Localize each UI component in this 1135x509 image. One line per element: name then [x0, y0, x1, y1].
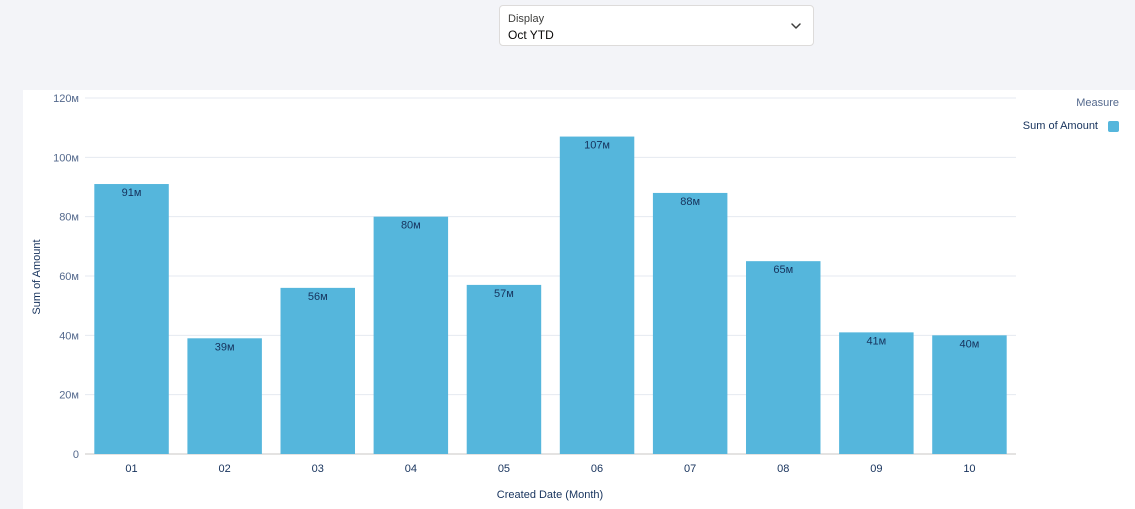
x-tick-label: 02 — [219, 463, 231, 475]
x-tick-label: 01 — [125, 463, 137, 475]
bar-chart: 0 20м 40м 60м 80м 100м 120м 91м 39м 56м 80м 57м 107… — [31, 93, 1016, 501]
bar-value-label: 57м — [494, 288, 514, 300]
bar-value-label: 40м — [960, 338, 980, 350]
bar-value-label: 107м — [584, 140, 610, 152]
bar-10[interactable] — [932, 335, 1007, 454]
bar-value-label: 91м — [122, 187, 142, 199]
bar-03[interactable] — [280, 287, 355, 454]
chart-card: 0 20м 40м 60м 80м 100м 120м 91м 39м 56м 80м 57м 107… — [23, 90, 1135, 509]
display-dropdown[interactable]: Display Oct YTD — [499, 5, 814, 46]
legend-item-label: Sum of Amount — [1022, 120, 1098, 132]
bar-07[interactable] — [652, 192, 728, 454]
bar-02[interactable] — [187, 338, 262, 454]
bar-value-label: 88м — [680, 196, 700, 208]
x-tick-label: 03 — [312, 463, 324, 475]
bar-value-label: 65м — [773, 264, 793, 276]
legend-title: Measure — [1076, 97, 1119, 109]
chevron-down-icon[interactable] — [789, 19, 803, 33]
y-tick-label: 0 — [73, 449, 79, 461]
bar-04[interactable] — [373, 216, 449, 454]
x-tick-label: 07 — [684, 463, 696, 475]
legend-item[interactable]: Sum of Amount — [1023, 120, 1119, 132]
x-tick-label: 05 — [498, 463, 510, 475]
x-axis-title: Created Date (Month) — [497, 489, 603, 501]
y-tick-label: 120м — [53, 93, 79, 105]
display-value: Oct YTD — [508, 28, 554, 42]
bar-value-label: 80м — [401, 220, 421, 232]
bar-06[interactable] — [559, 136, 635, 455]
x-tick-label: 10 — [963, 463, 975, 475]
y-axis-ticks: 0 20м 40м 60м 80м 100м 120м — [53, 93, 79, 461]
x-tick-label: 09 — [870, 463, 882, 475]
bar-01[interactable] — [94, 184, 169, 454]
x-tick-label: 04 — [405, 463, 417, 475]
x-axis-ticks: 01 02 03 04 05 06 07 08 09 10 — [125, 463, 975, 475]
bar-value-label: 41м — [866, 335, 886, 347]
bar-05[interactable] — [466, 284, 542, 454]
bar-value-label: 56м — [308, 291, 328, 303]
x-tick-label: 06 — [591, 463, 603, 475]
x-tick-label: 08 — [777, 463, 789, 475]
y-tick-label: 20м — [59, 390, 79, 402]
bar-08[interactable] — [746, 261, 821, 454]
y-tick-label: 40м — [59, 330, 79, 342]
legend-swatch — [1108, 120, 1119, 132]
y-tick-label: 60м — [59, 271, 79, 283]
y-axis-title: Sum of Amount — [31, 239, 43, 314]
y-tick-label: 80м — [59, 212, 79, 224]
bar-09[interactable] — [839, 332, 914, 454]
y-tick-label: 100м — [53, 152, 79, 164]
display-label: Display — [508, 13, 545, 25]
bars: 91м 39м 56м 80м 57м 107м 88м 65м 41м 40м — [94, 136, 1007, 455]
bar-value-label: 39м — [215, 341, 235, 353]
